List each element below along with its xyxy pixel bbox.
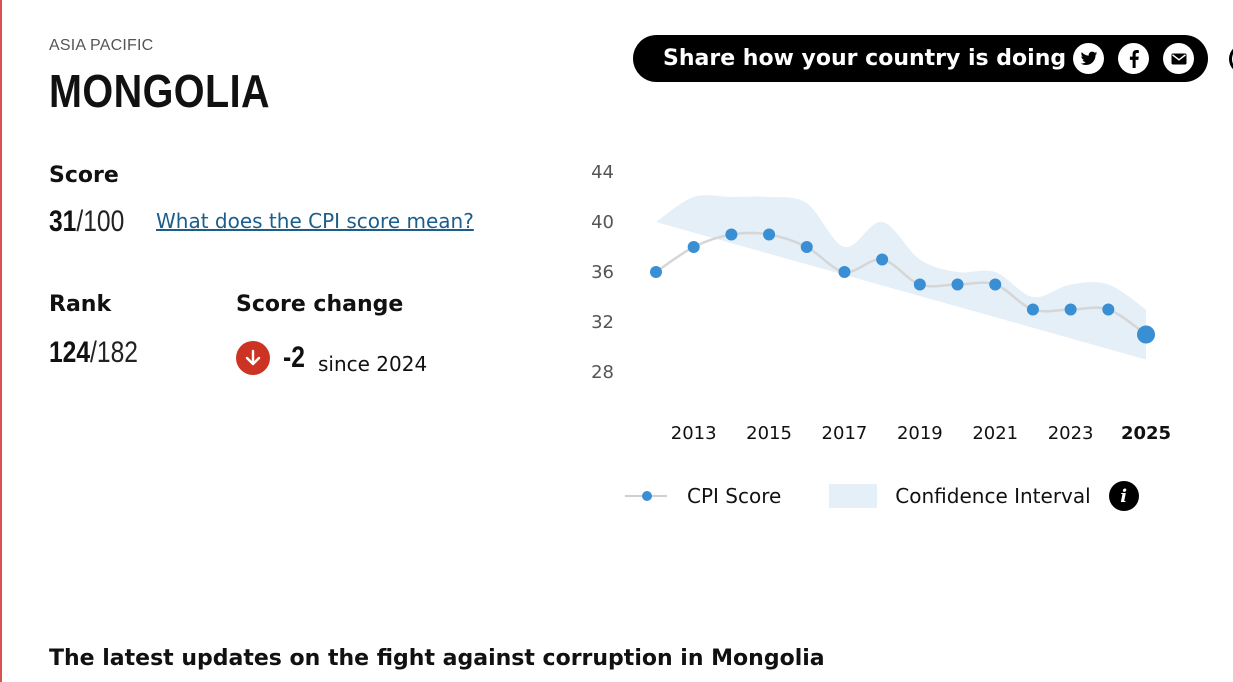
cpi-score-point — [876, 253, 889, 266]
cpi-score-point — [951, 278, 964, 291]
cpi-score-point — [725, 228, 738, 241]
score-label: Score — [49, 163, 119, 188]
legend-confidence-swatch — [829, 484, 878, 508]
confidence-interval-band — [656, 195, 1146, 360]
cpi-score-point — [687, 241, 700, 253]
score-out-of: /100 — [76, 205, 125, 238]
rank-out-of: /182 — [90, 336, 138, 369]
cpi-score-point — [989, 278, 1002, 291]
region-label: ASIA PACIFIC — [49, 37, 154, 54]
cpi-score-point — [650, 266, 662, 278]
cpi-score-point — [1102, 303, 1115, 316]
y-tick-label: 28 — [591, 362, 614, 383]
cpi-score-point — [763, 228, 776, 241]
x-tick-label: 2023 — [1048, 423, 1094, 444]
x-tick-label: 2019 — [897, 423, 943, 444]
latest-updates-heading: The latest updates on the fight against … — [49, 646, 825, 671]
twitter-icon[interactable] — [1073, 43, 1104, 74]
score-value: 31/100 — [49, 205, 124, 239]
rank-number: 124 — [49, 336, 91, 369]
cpi-score-point — [1137, 325, 1155, 344]
x-tick-label: 2025 — [1121, 423, 1171, 444]
rank-label: Rank — [49, 292, 112, 317]
score-change-value: -2 — [283, 341, 305, 374]
cpi-score-point — [838, 266, 851, 278]
share-bar: Share how your country is doing — [633, 35, 1208, 82]
x-tick-label: 2015 — [746, 423, 792, 444]
score-change-since: since 2024 — [318, 352, 428, 376]
cpi-score-meaning-link[interactable]: What does the CPI score mean? — [156, 209, 474, 233]
legend-cpi-label: CPI Score — [687, 484, 782, 508]
partial-button-edge — [1229, 44, 1233, 74]
legend-cpi-marker — [625, 491, 667, 501]
cpi-score-point — [913, 278, 926, 291]
rank-value: 124/182 — [49, 336, 138, 370]
arrow-down-icon — [236, 341, 270, 375]
left-accent-rule — [0, 0, 2, 682]
share-label: Share how your country is doing — [663, 46, 1067, 71]
y-tick-label: 40 — [591, 212, 614, 233]
y-tick-label: 36 — [591, 262, 614, 283]
x-tick-label: 2021 — [972, 423, 1018, 444]
cpi-score-point — [1026, 303, 1039, 316]
cpi-score-point — [1064, 303, 1077, 316]
x-tick-label: 2017 — [822, 423, 868, 444]
info-icon[interactable]: i — [1108, 481, 1139, 511]
country-title: MONGOLIA — [49, 65, 271, 117]
score-number: 31 — [49, 205, 77, 238]
y-tick-label: 44 — [591, 162, 614, 183]
y-tick-label: 32 — [591, 312, 614, 333]
facebook-icon[interactable] — [1118, 43, 1149, 74]
email-icon[interactable] — [1163, 43, 1194, 74]
chart-legend: CPI Score Confidence Interval i — [625, 480, 1139, 512]
legend-confidence-label: Confidence Interval — [895, 484, 1091, 508]
cpi-chart: 44 40 36 32 28 2013 2015 2017 2019 2021 2023 2025 — [591, 162, 1171, 444]
score-change-label: Score change — [236, 292, 404, 317]
x-tick-label: 2013 — [671, 423, 717, 444]
cpi-score-point — [800, 241, 813, 253]
